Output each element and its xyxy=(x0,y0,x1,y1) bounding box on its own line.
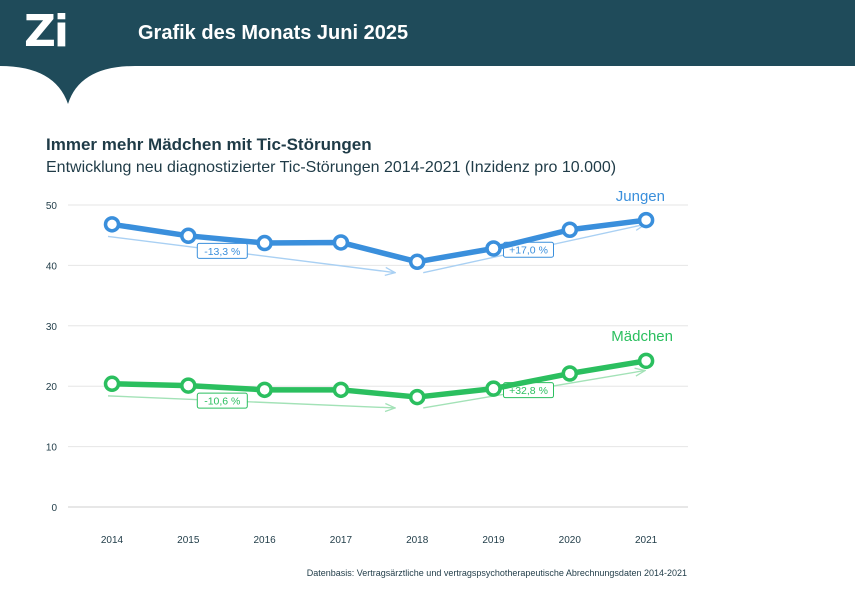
y-tick-label: 0 xyxy=(51,503,57,514)
x-tick-label: 2020 xyxy=(559,535,582,546)
x-tick-label: 2017 xyxy=(330,535,353,546)
x-tick-label: 2016 xyxy=(253,535,276,546)
trend-arrow xyxy=(107,395,395,408)
data-point xyxy=(180,227,197,245)
change-label: -13,3 % xyxy=(204,246,240,258)
zi-logo: Zi xyxy=(24,6,69,57)
x-tick-label: 2019 xyxy=(482,535,505,546)
data-point xyxy=(561,221,579,239)
x-tick-label: 2018 xyxy=(406,535,429,546)
data-point xyxy=(637,352,655,370)
y-tick-label: 20 xyxy=(46,382,58,393)
data-point xyxy=(561,365,579,382)
change-label: -10,6 % xyxy=(204,396,240,408)
change-label-box xyxy=(196,242,248,259)
data-point xyxy=(256,234,273,252)
data-point xyxy=(408,388,426,406)
change-label-box xyxy=(196,392,248,409)
series-name-label: Mädchen xyxy=(611,328,673,345)
data-point xyxy=(332,381,350,399)
x-tick-label: 2015 xyxy=(177,535,200,546)
series-name-label: Jungen xyxy=(616,188,665,205)
y-tick-label: 50 xyxy=(46,201,58,212)
header-title: Grafik des Monats Juni 2025 xyxy=(138,22,409,44)
change-label: +17,0 % xyxy=(509,245,548,257)
data-point xyxy=(256,381,273,399)
data-point xyxy=(485,380,502,397)
y-tick-label: 30 xyxy=(46,322,58,333)
data-point xyxy=(103,216,121,233)
data-point xyxy=(103,375,121,393)
data-point xyxy=(332,234,350,251)
y-tick-label: 40 xyxy=(46,261,58,272)
data-point xyxy=(637,211,655,229)
y-tick-label: 10 xyxy=(46,443,58,454)
x-tick-label: 2014 xyxy=(101,535,124,546)
data-point xyxy=(180,377,197,394)
header-notch xyxy=(0,64,855,104)
series-line-maedchen xyxy=(109,358,649,400)
data-point xyxy=(408,253,426,271)
x-tick-label: 2021 xyxy=(635,535,658,546)
data-point xyxy=(485,240,502,257)
source-note: Datenbasis: Vertragsärztliche und vertra… xyxy=(306,568,687,578)
trend-arrow xyxy=(107,235,395,272)
header-bar xyxy=(0,0,855,66)
chart-subtitle: Entwicklung neu diagnostizierter Tic-Stö… xyxy=(46,159,617,176)
series-line-jungen xyxy=(109,217,649,265)
chart-title: Immer mehr Mädchen mit Tic-Störungen xyxy=(46,135,372,154)
change-label: +32,8 % xyxy=(509,385,548,397)
